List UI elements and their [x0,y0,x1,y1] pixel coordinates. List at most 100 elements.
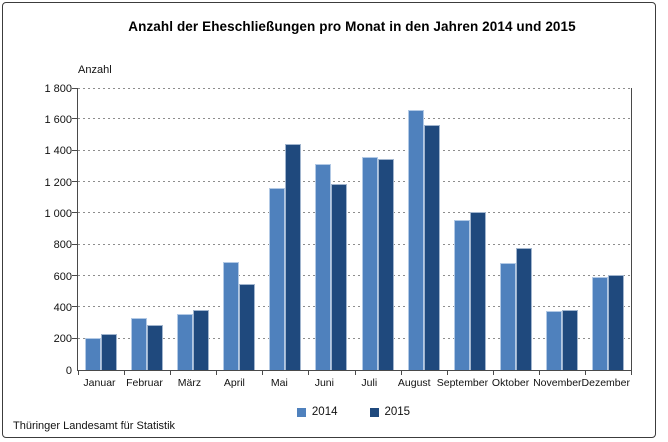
x-tick-label-januar: Januar [83,377,116,389]
bar-2014-marz [177,314,194,370]
bar-2014-september [453,219,470,370]
y-tick-label-1200: 1 200 [44,176,72,189]
legend: 2014 2015 [77,406,630,418]
x-tick-mark-7 [400,371,402,375]
bar-group-september [447,88,493,370]
x-tick-label-april: April [223,377,245,389]
y-axis: 0 200 400 600 800 1 000 1 200 1 400 1 600 1 800 [26,83,72,377]
y-tick-label-600: 600 [53,270,72,283]
y-tick-label-800: 800 [53,239,72,252]
gridline-200 [78,337,631,339]
gridline-800 [78,243,631,245]
bar-2015-april [239,283,256,370]
x-axis-tick-marks [78,370,632,375]
bar-group-mai [262,88,308,370]
x-tick-mark-8 [446,371,448,375]
x-tick-label-mai: Mai [270,377,288,389]
bar-2015-marz [193,309,210,370]
legend-label-2014: 2014 [311,406,338,418]
bar-2014-august [407,109,424,370]
y-tick-label-1800: 1 800 [44,82,72,95]
bar-group-juni [308,88,354,370]
bar-2014-november [545,311,562,370]
x-tick-label-august: August [397,377,431,389]
y-tick-label-1400: 1 400 [44,145,72,158]
legend-item-2015: 2015 [369,406,411,418]
legend-swatch-2014 [296,407,306,417]
x-tick-label-juni: Juni [314,377,334,389]
bar-2015-september [469,211,486,370]
x-tick-mark-6 [354,371,356,375]
x-tick-mark-12 [631,371,632,375]
x-tick-label-oktober: Oktober [491,377,530,389]
bar-group-dezember [585,88,631,370]
bar-group-april [216,88,262,370]
bar-group-februar [124,88,170,370]
plot-area [72,88,632,375]
x-tick-label-marz: März [177,377,202,389]
bar-2015-november [561,310,578,370]
bar-2014-oktober [499,262,516,370]
bar-2015-juli [377,159,394,370]
x-tick-label-juli: Juli [361,377,378,389]
gridline-1400 [78,149,631,151]
y-tick-label-400: 400 [53,301,72,314]
legend-label-2015: 2015 [384,406,411,418]
bar-group-januar [78,88,124,370]
y-tick-label-1000: 1 000 [44,207,72,220]
bar-2015-august [423,124,440,370]
x-tick-label-februar: Februar [126,377,163,389]
gridline-1200 [78,181,631,182]
chart-title: Anzahl der Eheschließungen pro Monat in … [128,19,576,34]
bars-container [78,88,631,370]
y-tick-mark-1200 [72,181,77,182]
x-tick-mark-10 [538,371,540,375]
bar-2014-februar [131,317,148,370]
y-tick-mark-1600 [72,118,77,120]
x-axis-labels: Januar Februar März April Mai Juni Juli August S… [77,377,630,389]
y-tick-mark-1400 [72,149,77,151]
y-tick-mark-1800 [72,88,77,89]
gridline-1600 [78,118,631,120]
bar-group-marz [170,88,216,370]
legend-item-2014: 2014 [296,406,338,418]
x-tick-mark-11 [584,371,586,375]
y-tick-mark-400 [72,306,77,308]
x-tick-mark-1 [124,371,126,375]
gridline-1800 [78,88,631,89]
x-tick-mark-3 [216,371,218,375]
bar-group-juli [354,88,400,370]
gridline-1000 [78,212,631,214]
y-axis-title: Anzahl [78,64,112,76]
bar-2014-april [223,261,240,370]
bar-2015-mai [285,144,302,370]
y-tick-mark-200 [72,337,77,339]
legend-swatch-2015 [369,407,379,417]
bar-group-august [401,88,447,370]
x-tick-mark-0 [78,371,79,375]
y-tick-mark-1000 [72,212,77,214]
x-tick-mark-4 [262,371,264,375]
y-tick-label-200: 200 [53,333,72,346]
y-tick-label-1600: 1 600 [44,113,72,126]
gridline-600 [78,275,631,276]
x-tick-mark-5 [308,371,310,375]
bar-2015-februar [147,324,164,370]
y-tick-mark-600 [72,275,77,276]
bar-2015-juni [331,183,348,370]
bar-2014-dezember [591,276,608,370]
bar-2014-juni [315,163,332,370]
bar-2014-juli [361,156,378,370]
x-tick-label-november: November [533,377,582,389]
x-tick-mark-9 [492,371,494,375]
bar-group-november [539,88,585,370]
source-caption: Thüringer Landesamt für Statistik [13,420,176,432]
bar-2015-januar [101,333,118,370]
bar-2014-januar [85,337,102,370]
bar-2015-dezember [607,275,624,370]
gridline-400 [78,306,631,308]
x-tick-label-dezember: Dezember [581,377,630,389]
y-tick-label-0: 0 [65,364,72,377]
y-tick-mark-800 [72,243,77,245]
